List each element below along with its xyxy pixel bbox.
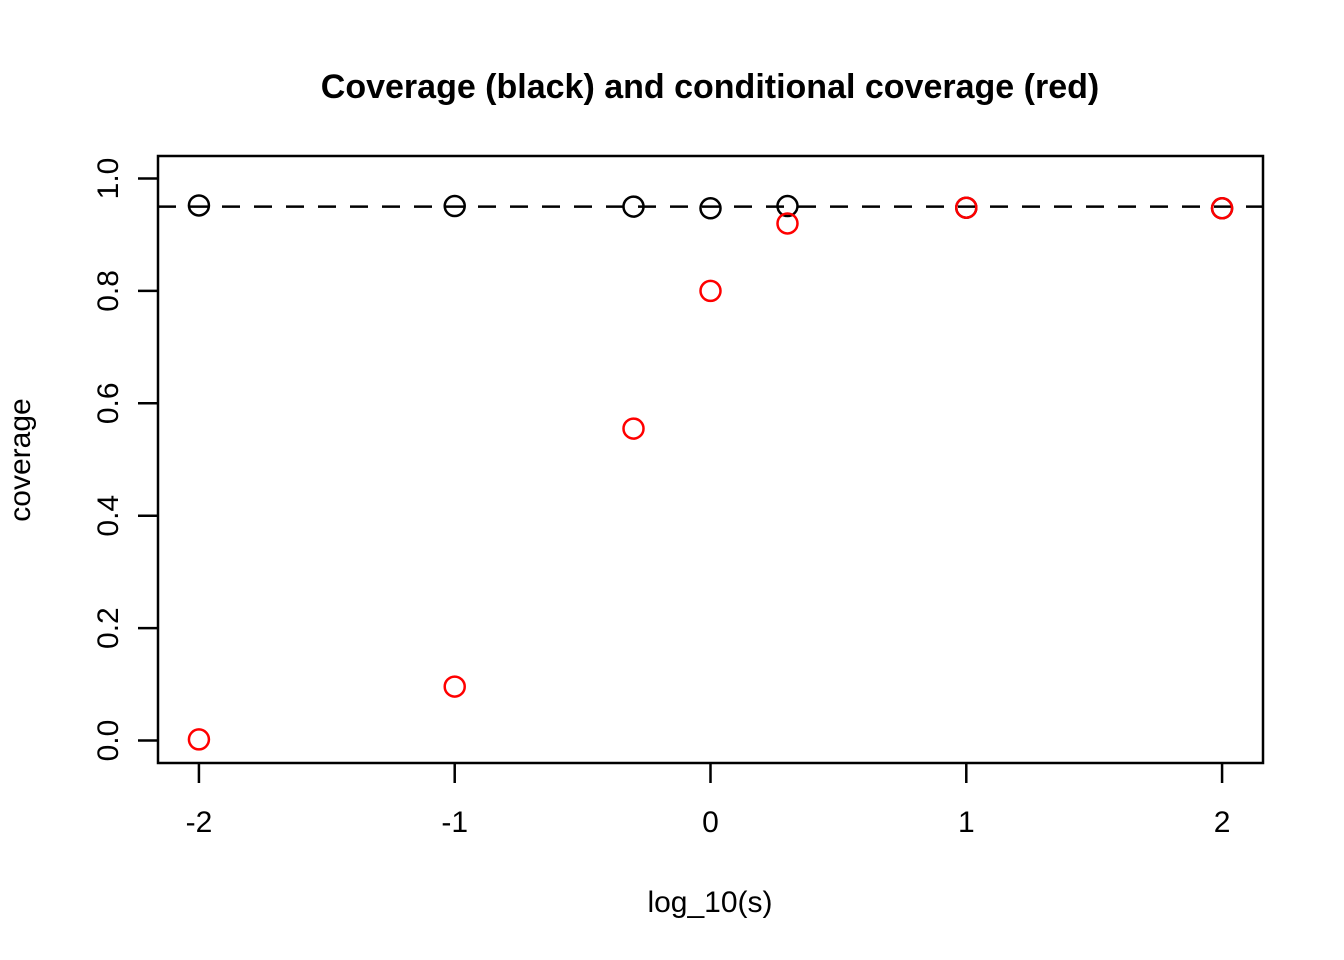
x-tick-label: -1 bbox=[441, 806, 468, 839]
data-point-conditional-coverage bbox=[699, 279, 722, 303]
data-point-conditional-coverage bbox=[443, 675, 466, 698]
plot-box bbox=[156, 154, 1265, 765]
data-point-coverage bbox=[187, 194, 211, 217]
y-axis-title: coverage bbox=[4, 398, 37, 521]
data-point-conditional-coverage bbox=[776, 212, 799, 235]
x-tick-label: 2 bbox=[1214, 806, 1231, 839]
data-point-conditional-coverage bbox=[622, 417, 645, 440]
y-tick-label: 0.4 bbox=[92, 495, 125, 537]
chart-area: -2 -1 0 1 2 0.0 0.2 0.4 0.6 0.8 1.0 bbox=[92, 154, 1265, 839]
y-tick-label: 0.2 bbox=[92, 607, 125, 649]
chart-title: Coverage (black) and conditional coverag… bbox=[321, 68, 1099, 106]
y-tick-label: 0.8 bbox=[92, 270, 125, 312]
y-tick-label: 0.0 bbox=[92, 720, 125, 762]
data-point-conditional-coverage bbox=[1210, 197, 1234, 220]
x-axis-title: log_10(s) bbox=[647, 886, 772, 919]
data-point-coverage bbox=[622, 195, 645, 218]
data-point-conditional-coverage bbox=[187, 728, 211, 751]
x-tick-label: 1 bbox=[958, 806, 975, 839]
data-point-coverage bbox=[443, 194, 466, 218]
x-tick-label: 0 bbox=[702, 806, 719, 839]
data-point-conditional-coverage bbox=[955, 196, 978, 219]
y-tick-label: 0.6 bbox=[92, 382, 125, 424]
x-tick-label: -2 bbox=[186, 806, 213, 839]
data-point-coverage bbox=[699, 197, 722, 220]
y-tick-label: 1.0 bbox=[92, 158, 125, 200]
data-point-coverage bbox=[776, 194, 799, 218]
